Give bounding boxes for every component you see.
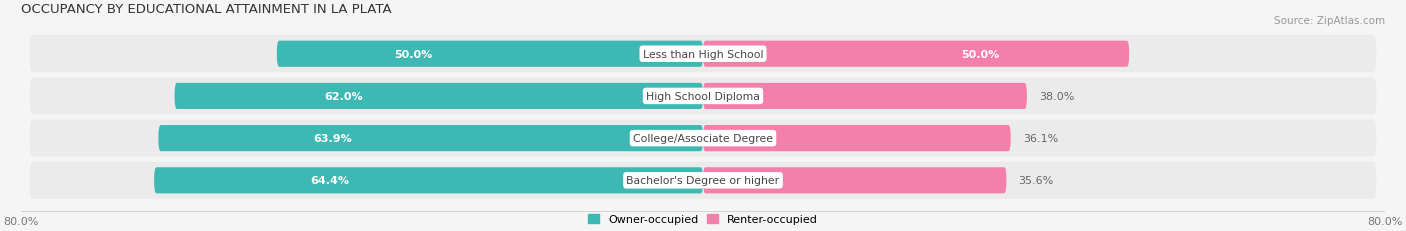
- FancyBboxPatch shape: [30, 78, 1376, 115]
- Text: 50.0%: 50.0%: [960, 49, 1000, 59]
- FancyBboxPatch shape: [703, 167, 1007, 194]
- Legend: Owner-occupied, Renter-occupied: Owner-occupied, Renter-occupied: [583, 210, 823, 229]
- FancyBboxPatch shape: [30, 36, 1376, 73]
- FancyBboxPatch shape: [174, 83, 703, 109]
- Text: 35.6%: 35.6%: [1018, 176, 1054, 185]
- FancyBboxPatch shape: [30, 120, 1376, 157]
- Text: Source: ZipAtlas.com: Source: ZipAtlas.com: [1274, 16, 1385, 26]
- FancyBboxPatch shape: [30, 162, 1376, 199]
- Text: Bachelor's Degree or higher: Bachelor's Degree or higher: [627, 176, 779, 185]
- Text: 64.4%: 64.4%: [311, 176, 349, 185]
- FancyBboxPatch shape: [703, 125, 1011, 152]
- Text: 36.1%: 36.1%: [1024, 134, 1059, 143]
- Text: 50.0%: 50.0%: [394, 49, 432, 59]
- FancyBboxPatch shape: [159, 125, 703, 152]
- Text: 62.0%: 62.0%: [325, 91, 363, 101]
- Text: 63.9%: 63.9%: [314, 134, 352, 143]
- FancyBboxPatch shape: [155, 167, 703, 194]
- Text: OCCUPANCY BY EDUCATIONAL ATTAINMENT IN LA PLATA: OCCUPANCY BY EDUCATIONAL ATTAINMENT IN L…: [21, 3, 392, 16]
- Text: 38.0%: 38.0%: [1039, 91, 1074, 101]
- FancyBboxPatch shape: [703, 83, 1026, 109]
- Text: High School Diploma: High School Diploma: [647, 91, 759, 101]
- Text: Less than High School: Less than High School: [643, 49, 763, 59]
- Text: College/Associate Degree: College/Associate Degree: [633, 134, 773, 143]
- FancyBboxPatch shape: [277, 41, 703, 67]
- FancyBboxPatch shape: [703, 41, 1129, 67]
